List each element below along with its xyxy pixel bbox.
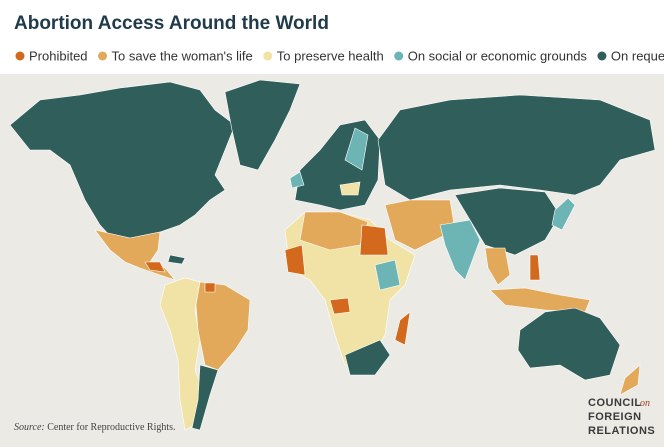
legend-swatch xyxy=(597,51,607,61)
legend: Prohibited To save the woman's life To pre… xyxy=(15,48,664,63)
britain xyxy=(289,171,305,189)
cuba xyxy=(167,254,186,265)
world-map xyxy=(9,79,656,431)
greenland xyxy=(224,79,301,171)
japan xyxy=(551,197,576,231)
philippines xyxy=(529,254,541,281)
legend-label: On request xyxy=(611,48,664,63)
legend-swatch xyxy=(15,51,25,61)
north-america xyxy=(9,81,236,239)
source: Source: Center for Reproductive Rights. xyxy=(14,422,176,433)
south-africa xyxy=(344,339,391,376)
logo-line: RELATIONS xyxy=(588,425,655,437)
legend-label: To preserve health xyxy=(277,48,384,63)
russia-central-asia xyxy=(377,94,656,201)
legend-swatch xyxy=(263,51,273,61)
finland xyxy=(344,127,369,171)
suriname-region xyxy=(204,282,216,293)
mauritania xyxy=(284,244,306,276)
honduras-region xyxy=(144,261,166,273)
legend-swatch xyxy=(394,51,404,61)
logo: COUNCIL on FOREIGN RELATIONS xyxy=(588,397,655,437)
source-prefix: Source: xyxy=(14,422,45,433)
southeast-asia xyxy=(484,247,511,286)
north-africa xyxy=(299,211,369,251)
indonesia xyxy=(489,287,591,313)
legend-swatch xyxy=(98,51,108,61)
title: Abortion Access Around the World xyxy=(14,13,329,34)
china xyxy=(454,187,561,256)
madagascar xyxy=(394,311,411,346)
congo xyxy=(329,297,351,315)
source-text: Center for Reproductive Rights. xyxy=(47,422,175,433)
legend-label: To save the woman's life xyxy=(112,48,253,63)
poland xyxy=(339,181,361,196)
legend-label: Prohibited xyxy=(29,48,88,63)
legend-label: On social or economic grounds xyxy=(408,48,588,63)
new-zealand xyxy=(619,364,641,396)
logo-line: FOREIGN xyxy=(588,411,642,423)
logo-line: COUNCIL xyxy=(588,397,642,409)
ethiopia xyxy=(374,259,401,291)
egypt xyxy=(359,224,389,256)
argentina xyxy=(191,364,219,431)
logo-connector: on xyxy=(640,398,650,409)
brazil xyxy=(195,281,251,371)
australia xyxy=(517,307,621,381)
